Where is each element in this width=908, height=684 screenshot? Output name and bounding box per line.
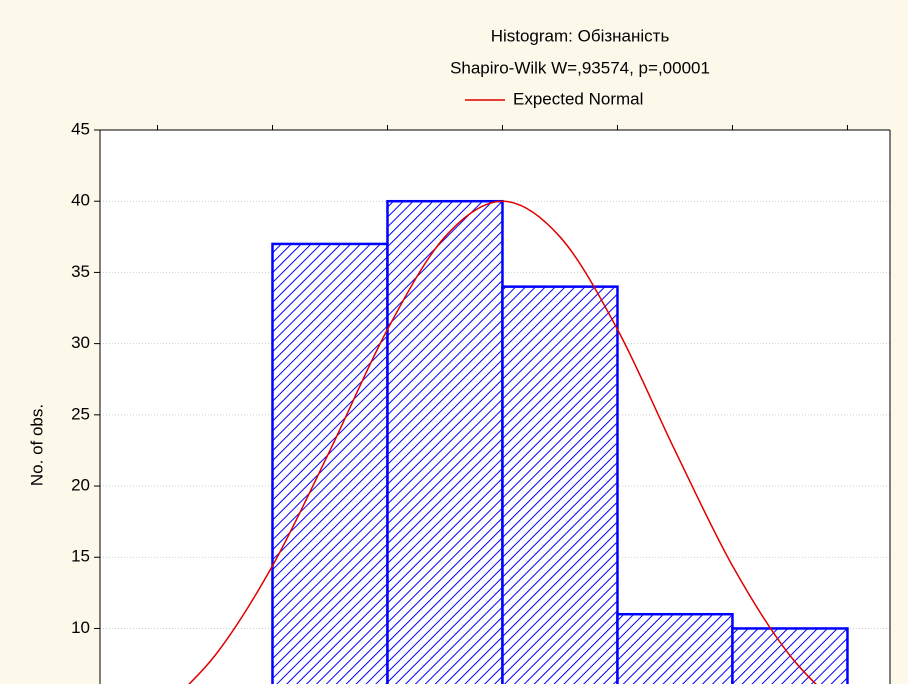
chart-subtitle: Shapiro-Wilk W=,93574, p=,00001	[450, 58, 710, 77]
chart-title: Histogram: Обізнаність	[491, 26, 670, 45]
y-tick-label: 25	[71, 404, 90, 423]
bar	[271, 242, 389, 684]
y-tick-label: 30	[71, 333, 90, 352]
y-tick-label: 10	[71, 618, 90, 637]
y-tick-label: 35	[71, 262, 90, 281]
y-tick-label: 40	[71, 191, 90, 210]
bar	[501, 285, 619, 684]
y-tick-label: 45	[71, 119, 90, 138]
plot	[188, 199, 849, 684]
legend-label: Expected Normal	[513, 89, 643, 108]
y-tick-label: 15	[71, 547, 90, 566]
y-tick-label: 20	[71, 476, 90, 495]
y-axis-label: No. of obs.	[27, 404, 46, 486]
normal-curve	[188, 200, 817, 684]
bar	[616, 612, 734, 684]
bar	[386, 199, 504, 684]
